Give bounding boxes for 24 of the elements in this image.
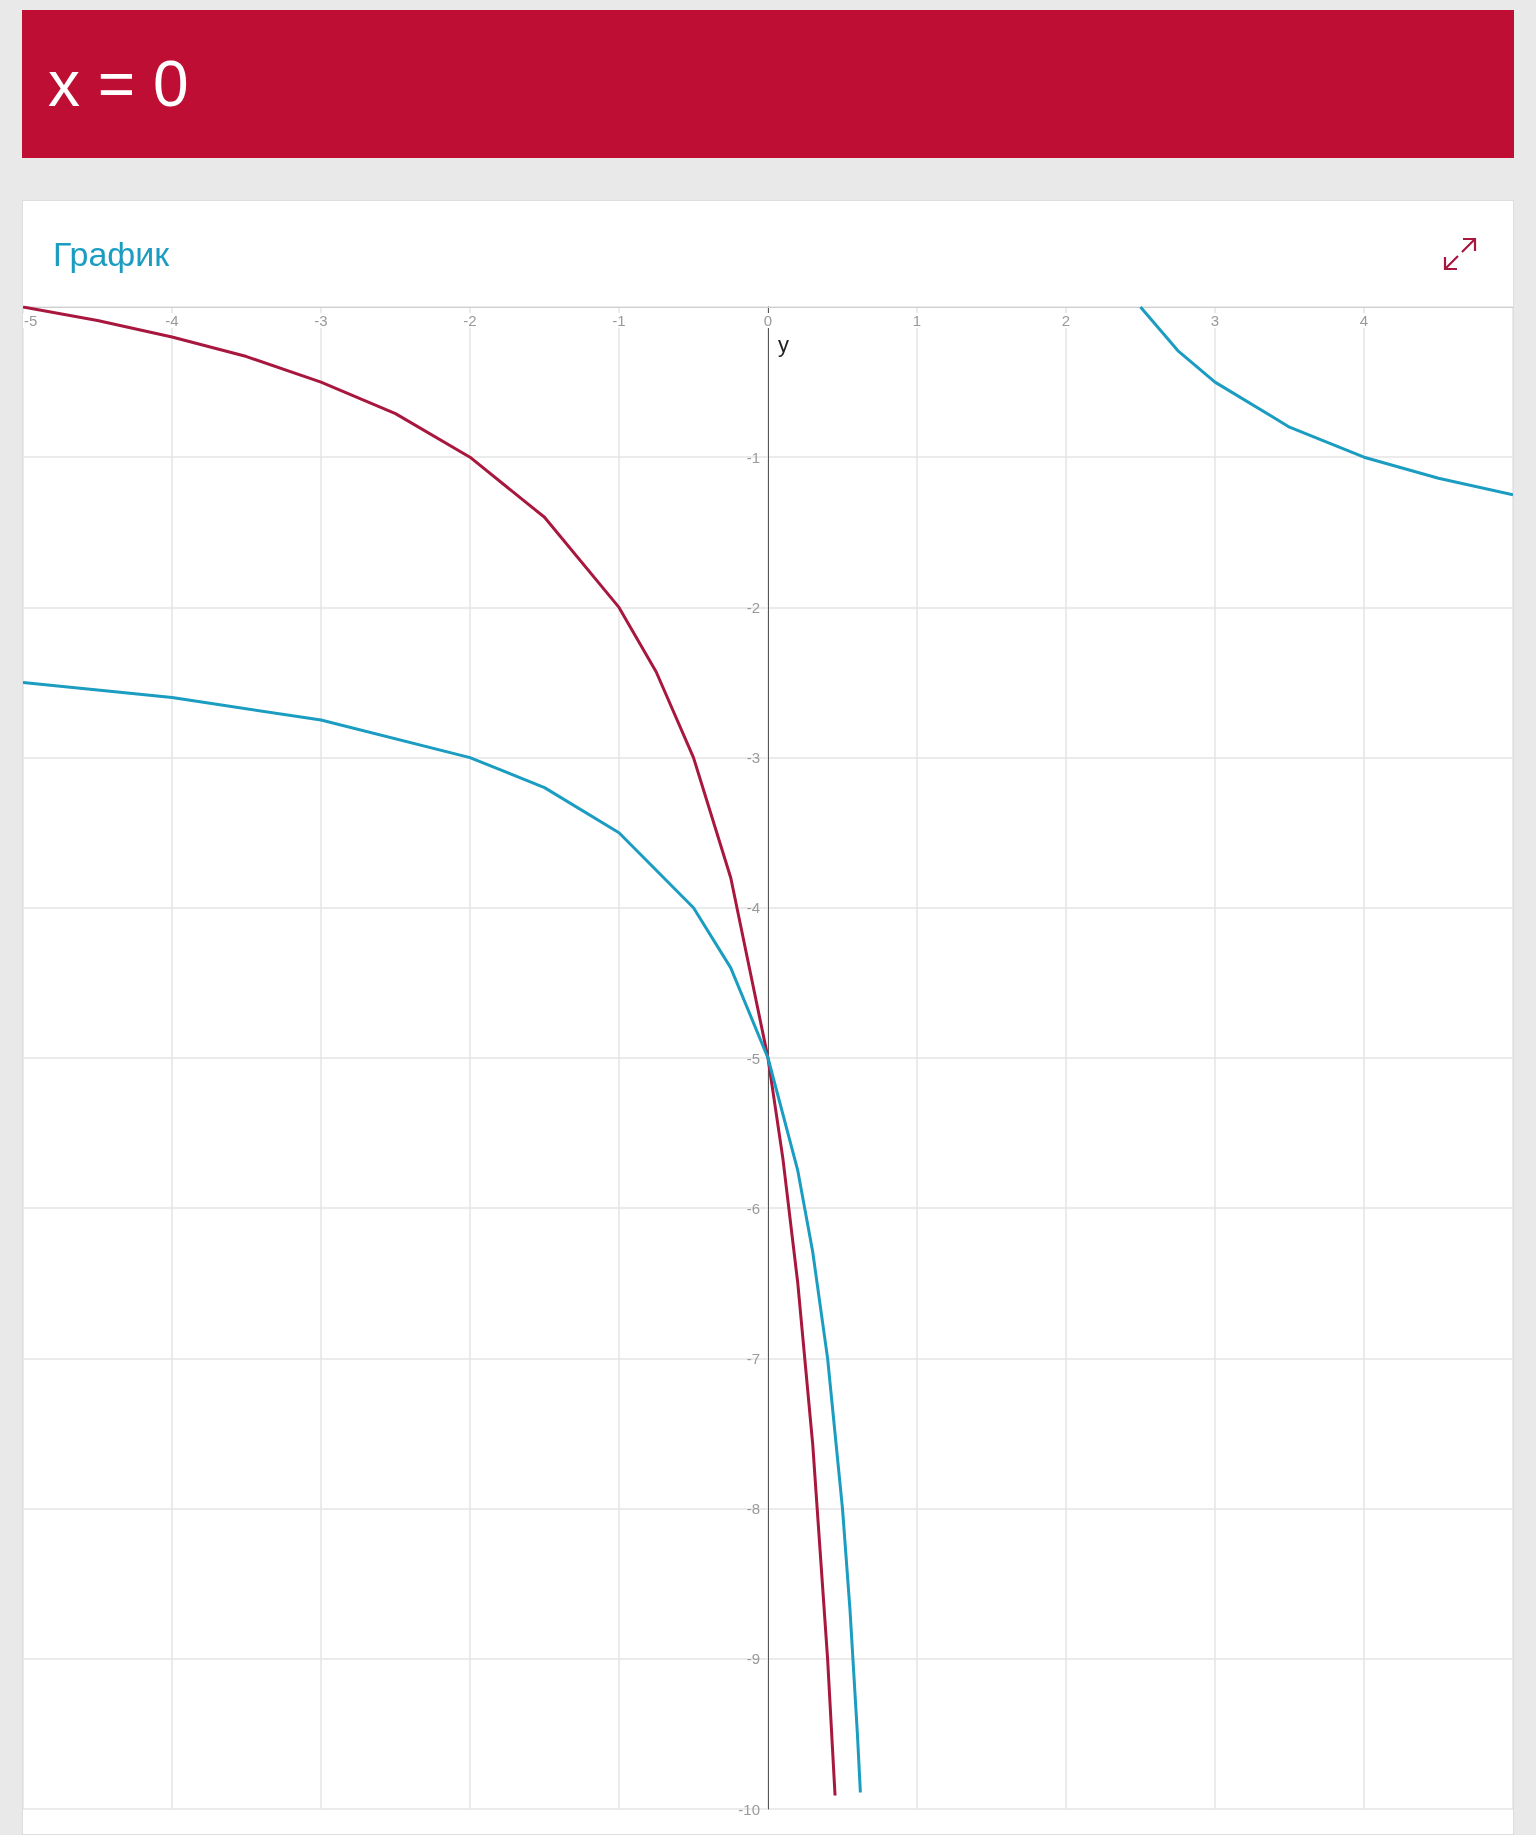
y-tick-label: -7 (746, 1349, 760, 1367)
line-series (23, 305, 837, 1797)
x-tick-label: 1 (912, 312, 922, 329)
x-tick-label: -5 (24, 312, 38, 329)
y-tick-label: -8 (746, 1500, 760, 1518)
y-tick-label: -9 (746, 1650, 760, 1668)
y-tick-label: -1 (746, 448, 760, 466)
x-tick-label: 2 (1061, 312, 1071, 329)
x-tick-label: 4 (1359, 312, 1369, 329)
x-tick-label: 3 (1210, 312, 1220, 329)
y-tick-label: -2 (746, 598, 760, 616)
x-tick-label: -3 (314, 312, 328, 329)
y-tick-label: -10 (738, 1800, 760, 1818)
y-tick-label: -5 (746, 1049, 760, 1067)
x-tick-label: -4 (165, 312, 179, 329)
x-tick-label: -1 (612, 312, 626, 329)
chart-subtitle: График (53, 235, 170, 274)
chart-title: x = 0 (22, 10, 1514, 158)
x-tick-label: 0 (763, 312, 773, 329)
y-tick-label: -6 (746, 1199, 760, 1217)
y-tick-label: -4 (746, 899, 760, 917)
y-axis-title: y (778, 331, 789, 357)
x-tick-label: -2 (463, 312, 477, 329)
y-tick-label: -3 (746, 749, 760, 767)
